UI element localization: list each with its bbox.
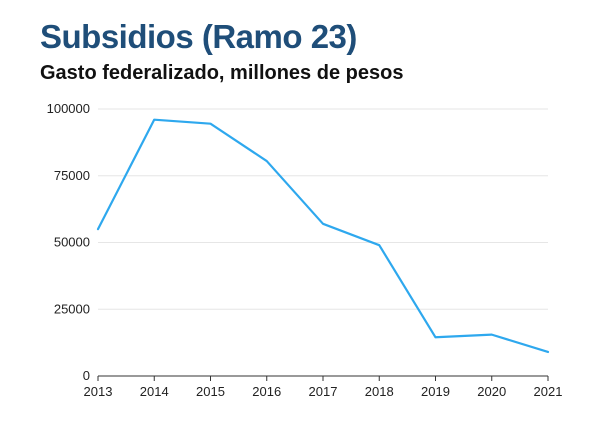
data-point <box>490 333 494 337</box>
axes <box>97 375 549 381</box>
y-tick-label: 100000 <box>47 101 90 116</box>
data-point <box>209 122 213 126</box>
chart-subtitle: Gasto federalizado, millones de pesos <box>40 62 404 84</box>
y-tick-label: 50000 <box>54 235 90 250</box>
data-point <box>546 350 550 354</box>
series-line <box>96 118 550 354</box>
x-tick-label: 2019 <box>421 384 450 399</box>
data-point <box>96 227 100 231</box>
series <box>96 118 550 354</box>
x-tick-label: 2017 <box>309 384 338 399</box>
tick-labels: 0 25000 50000 75000 100000 2013 2014 2015 2016 20… <box>47 101 563 399</box>
chart-title: Subsidios (Ramo 23) <box>40 18 357 55</box>
x-tick-label: 2015 <box>196 384 225 399</box>
y-tick-label: 0 <box>83 368 90 383</box>
data-point <box>434 335 438 339</box>
x-tick-label: 2018 <box>365 384 394 399</box>
x-tick-label: 2020 <box>477 384 506 399</box>
y-tick-label: 75000 <box>54 168 90 183</box>
x-tick-label: 2016 <box>252 384 281 399</box>
data-point <box>377 243 381 247</box>
data-point <box>321 222 325 226</box>
x-tick-label: 2021 <box>534 384 563 399</box>
gridlines <box>98 108 548 310</box>
x-tick-label: 2013 <box>84 384 113 399</box>
x-tick-label: 2014 <box>140 384 169 399</box>
y-tick-label: 25000 <box>54 301 90 316</box>
data-point <box>265 159 269 163</box>
data-point <box>152 118 156 122</box>
